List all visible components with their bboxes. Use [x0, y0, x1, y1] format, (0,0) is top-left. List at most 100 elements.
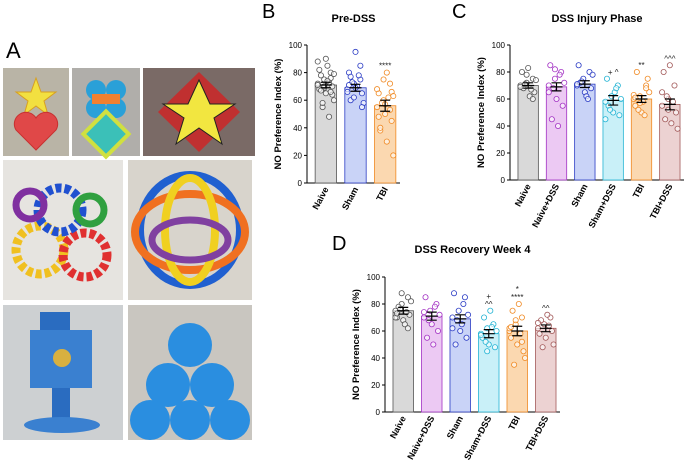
data-point: [523, 71, 530, 78]
significance-label: + ^: [608, 68, 619, 77]
data-point: [529, 96, 536, 103]
data-point: [460, 300, 467, 307]
x-tick-label: Sham: [569, 182, 589, 208]
data-point: [602, 98, 609, 105]
toy-ball: [210, 400, 250, 440]
error-bar: [635, 95, 648, 103]
data-point: [646, 89, 653, 96]
data-point: [322, 90, 329, 97]
data-point: [434, 327, 441, 334]
data-point: [382, 111, 389, 118]
data-point: [669, 98, 676, 105]
significance-label: **: [638, 61, 644, 70]
toy-gear: [58, 228, 112, 282]
data-point: [390, 93, 397, 100]
significance-label: *: [516, 285, 519, 294]
x-tick-label: Sham: [445, 414, 465, 440]
data-point: [545, 89, 552, 96]
significance-label: +: [486, 292, 491, 301]
data-point: [542, 334, 549, 341]
data-point: [424, 334, 431, 341]
data-point: [616, 112, 623, 119]
error-bar: [319, 81, 332, 89]
data-point: [357, 62, 364, 69]
error-bar: [550, 82, 563, 92]
data-point: [457, 327, 464, 334]
data-point: [508, 323, 515, 330]
data-point: [514, 341, 521, 348]
data-point: [374, 104, 381, 111]
data-point: [461, 294, 468, 301]
error-bar: [349, 83, 362, 92]
y-tick-label: 60: [496, 95, 505, 104]
data-point: [314, 58, 321, 65]
x-tick-label: Naive: [388, 414, 408, 440]
toy-square: [80, 108, 132, 160]
data-point: [589, 71, 596, 78]
data-point: [607, 106, 614, 113]
data-point: [584, 96, 591, 103]
data-point: [511, 361, 518, 368]
significance-label: ****: [511, 293, 523, 302]
x-tick-label: Sham+DSS: [586, 182, 617, 229]
data-point: [377, 124, 384, 131]
data-point: [659, 89, 666, 96]
data-point: [387, 80, 394, 87]
data-point: [491, 344, 498, 351]
data-point: [553, 96, 560, 103]
data-point: [394, 310, 401, 317]
photo: [128, 160, 252, 300]
significance-label: ^^: [485, 300, 493, 309]
y-tick-label: 100: [289, 41, 303, 50]
data-point: [635, 106, 642, 113]
y-tick-label: 40: [371, 354, 380, 363]
data-point: [548, 327, 555, 334]
bar: [659, 104, 681, 181]
toy-ring: [161, 174, 219, 286]
data-point: [575, 62, 582, 69]
data-point: [674, 125, 681, 132]
data-point: [545, 322, 552, 329]
y-tick-label: 20: [293, 151, 302, 160]
data-point: [518, 314, 525, 321]
data-point: [481, 314, 488, 321]
y-tick-label: 20: [496, 149, 505, 158]
chart-title: Pre-DSS: [331, 13, 375, 25]
data-point: [603, 75, 610, 82]
y-tick-label: 0: [298, 179, 303, 188]
data-point: [401, 321, 408, 328]
data-point: [644, 75, 651, 82]
data-point: [673, 109, 680, 116]
data-point: [355, 72, 362, 79]
data-point: [385, 94, 392, 101]
toy-gear: [12, 187, 48, 223]
data-point: [449, 314, 456, 321]
data-point: [314, 82, 321, 89]
data-point: [517, 83, 524, 90]
data-point: [358, 90, 365, 97]
data-point: [561, 79, 568, 86]
data-point: [588, 85, 595, 92]
data-point: [544, 311, 551, 318]
y-axis-label: NO Preference Index (%): [273, 59, 284, 170]
data-point: [358, 104, 365, 111]
x-tick-label: TBI: [506, 414, 522, 431]
significance-label: ^^^: [664, 54, 676, 63]
toy-star: [14, 76, 58, 117]
x-tick-label: TBI: [631, 182, 647, 199]
data-point: [617, 96, 624, 103]
data-point: [493, 327, 500, 334]
toy-heart: [13, 111, 59, 151]
data-point: [547, 62, 554, 69]
y-tick-label: 0: [501, 176, 506, 185]
data-point: [663, 93, 670, 100]
significance-label: ****: [379, 62, 391, 71]
x-tick-label: TBI+DSS: [648, 182, 675, 220]
data-point: [436, 311, 443, 318]
data-point: [488, 323, 495, 330]
data-point: [632, 102, 639, 109]
y-tick-label: 100: [492, 41, 506, 50]
data-point: [452, 341, 459, 348]
data-point: [545, 82, 552, 89]
